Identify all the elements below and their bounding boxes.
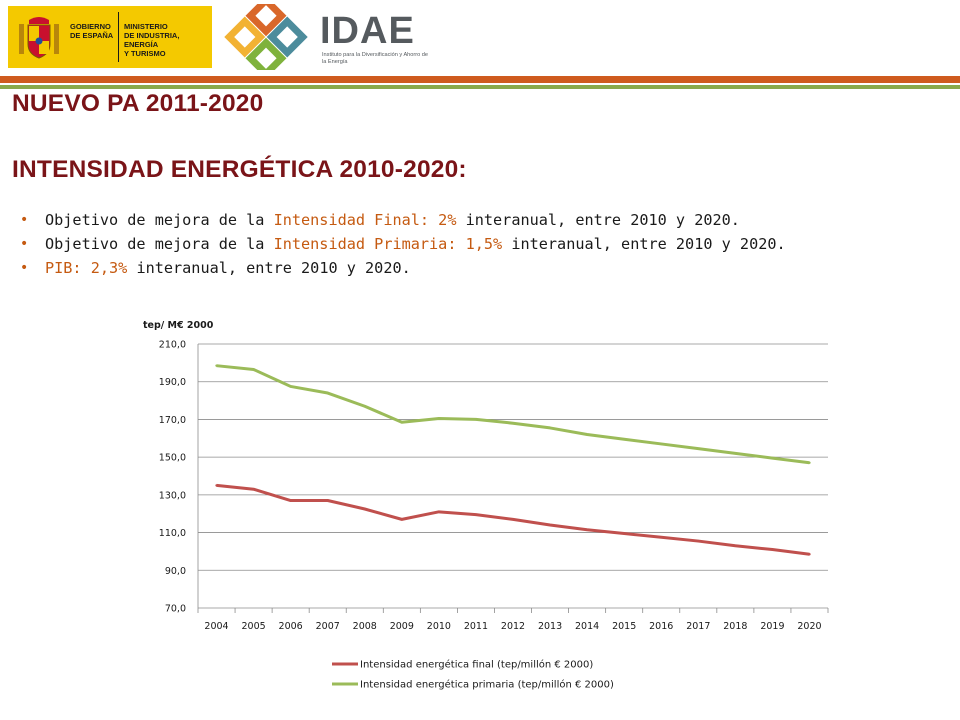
gobierno-text: GOBIERNO DE ESPAÑA — [70, 22, 114, 40]
gridlines — [198, 343, 828, 609]
x-tick-label: 2010 — [427, 621, 451, 632]
x-tick-label: 2017 — [686, 621, 710, 632]
bullet-highlight: PIB: 2,3% — [45, 259, 128, 277]
primary-intensity-point — [660, 442, 663, 446]
final-intensity-point — [363, 507, 366, 511]
primary-intensity-point — [548, 426, 552, 430]
primary-intensity-point — [734, 452, 737, 455]
primary-intensity-line — [216, 364, 810, 465]
primary-intensity-point — [215, 364, 218, 367]
bullet-text: Objetivo de mejora de la — [45, 211, 274, 229]
idae-logo: IDAE Instituto para la Diversificación y… — [222, 4, 428, 70]
x-tick-label: 2008 — [353, 621, 377, 632]
bullet-highlight: Intensidad Final: 2% — [273, 211, 457, 229]
legend: Intensidad energética final (tep/millón … — [332, 659, 614, 691]
x-tick-label: 2006 — [279, 621, 303, 632]
ministerio-text: MINISTERIO DE INDUSTRIA, ENERGÍA Y TURIS… — [124, 22, 180, 58]
x-tick-label: 2011 — [464, 621, 488, 632]
intensity-line-chart: tep/ M€ 2000 210,0 190,0 170,0 150,0 130,0 11… — [0, 300, 960, 720]
final-intensity-point — [808, 553, 811, 556]
idae-subtitle: Instituto para la Diversificación y Ahor… — [322, 52, 429, 65]
bullet-text: interanual, entre 2010 y 2020. — [456, 211, 740, 229]
section-title: INTENSIDAD ENERGÉTICA 2010-2020: — [12, 156, 467, 183]
idae-wordmark: IDAE — [320, 10, 415, 52]
primary-intensity-point — [289, 385, 292, 388]
x-tick-label: 2016 — [649, 621, 673, 632]
coat-of-arms-icon — [19, 17, 59, 59]
primary-intensity-point — [697, 447, 700, 450]
primary-intensity-point — [437, 417, 441, 420]
y-tick-label: 130,0 — [159, 490, 186, 501]
x-tick-label: 2018 — [723, 621, 747, 632]
final-intensity-point — [252, 488, 255, 491]
final-intensity-point — [734, 544, 737, 547]
idae-mark-icon — [224, 4, 308, 70]
y-tick-label: 70,0 — [165, 604, 186, 615]
final-intensity-point — [771, 548, 774, 551]
final-intensity-point — [511, 518, 515, 521]
x-tick-label: 2007 — [316, 621, 340, 632]
legend-label: Intensidad energética primaria (tep/mill… — [360, 679, 614, 691]
bullet-icon: • — [20, 236, 29, 252]
y-tick-label: 190,0 — [159, 377, 186, 388]
final-intensity-point — [474, 513, 478, 516]
primary-intensity-point — [363, 405, 366, 408]
bullet-icon: • — [20, 212, 29, 228]
primary-intensity-point — [474, 418, 478, 421]
final-intensity-point — [548, 523, 552, 527]
y-tick-label: 90,0 — [165, 566, 186, 577]
final-intensity-point — [660, 536, 663, 539]
y-axis-unit: tep/ M€ 2000 — [143, 320, 214, 331]
primary-intensity-point — [771, 456, 774, 460]
final-intensity-point — [622, 532, 626, 535]
bullet-text: Objetivo de mejora de la — [45, 235, 274, 253]
list-item: • PIB: 2,3% interanual, entre 2010 y 2020… — [20, 256, 786, 280]
final-intensity-point — [437, 510, 441, 514]
y-tick-label: 210,0 — [159, 340, 186, 351]
primary-intensity-point — [585, 433, 589, 436]
final-intensity-point — [400, 518, 404, 521]
axes: 210,0 190,0 170,0 150,0 130,0 110,0 90,0 70,0 20… — [159, 340, 829, 632]
y-tick-label: 170,0 — [159, 415, 186, 426]
primary-intensity-point — [622, 438, 626, 441]
bullet-text: interanual, entre 2010 y 2020. — [502, 235, 786, 253]
y-tick-label: 150,0 — [159, 453, 186, 464]
list-item: • Objetivo de mejora de la Intensidad Fin… — [20, 208, 786, 232]
bullet-icon: • — [20, 260, 29, 276]
x-tick-label: 2015 — [612, 621, 636, 632]
header-band-orange — [0, 76, 960, 83]
objectives-list: • Objetivo de mejora de la Intensidad Fin… — [20, 208, 786, 280]
y-tick-label: 110,0 — [159, 528, 186, 539]
primary-intensity-point — [326, 391, 329, 395]
final-intensity-point — [215, 484, 218, 487]
gobierno-espana-logo: GOBIERNO DE ESPAÑA MINISTERIO DE INDUSTR… — [8, 6, 212, 68]
x-tick-label: 2013 — [538, 621, 562, 632]
final-intensity-point — [289, 499, 292, 502]
primary-intensity-point — [808, 461, 811, 464]
x-tick-label: 2005 — [241, 621, 265, 632]
logo-divider — [118, 12, 119, 62]
x-tick-label: 2009 — [390, 621, 414, 632]
primary-intensity-point — [511, 422, 515, 425]
final-intensity-point — [585, 528, 589, 531]
primary-intensity-point — [400, 421, 404, 424]
primary-intensity-point — [252, 368, 255, 371]
final-intensity-point — [697, 539, 700, 543]
legend-label: Intensidad energética final (tep/millón … — [360, 659, 593, 671]
chart-svg: tep/ M€ 2000 210,0 190,0 170,0 150,0 130,0 11… — [143, 320, 829, 691]
list-item: • Objetivo de mejora de la Intensidad Pri… — [20, 232, 786, 256]
x-tick-label: 2012 — [501, 621, 525, 632]
header-band-green — [0, 85, 960, 89]
page-title: NUEVO PA 2011-2020 — [12, 90, 264, 117]
x-tick-label: 2004 — [204, 621, 228, 632]
x-tick-label: 2014 — [575, 621, 599, 632]
x-tick-label: 2019 — [760, 621, 784, 632]
series-lines — [215, 364, 811, 556]
x-tick-label: 2020 — [797, 621, 821, 632]
bullet-text: interanual, entre 2010 y 2020. — [127, 259, 411, 277]
final-intensity-point — [326, 499, 329, 502]
bullet-highlight: Intensidad Primaria: 1,5% — [273, 235, 503, 253]
